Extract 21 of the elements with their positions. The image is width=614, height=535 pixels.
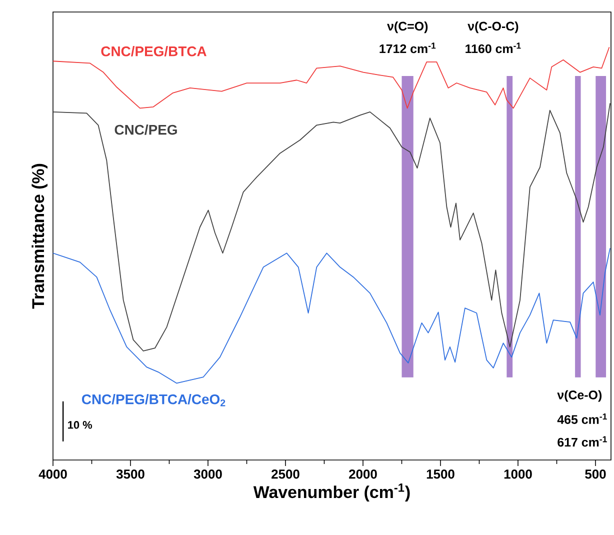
- annotation: 1160 cm$^{-1}$: [466, 42, 521, 54]
- annotation: 617 cm$^{-1}$: [558, 436, 607, 447]
- series-label: CNC/PEG: [114, 124, 177, 135]
- x-tick-label: 1000: [504, 470, 532, 479]
- x-tick-label: 3000: [194, 470, 222, 479]
- annotation: 1712 cm$^{-1}$: [380, 42, 436, 54]
- x-tick-label: 4000: [38, 470, 67, 479]
- x-tick-label: 3500: [116, 470, 144, 479]
- annotation: 465 cm$^{-1}$: [557, 413, 607, 424]
- text: ν(C=O): [387, 21, 428, 34]
- series-label: CNC/PEG/BTCA/CeO$_{2}$: [82, 394, 226, 406]
- text: ν(C-O-C): [468, 21, 518, 34]
- x-tick-label: 500: [585, 470, 606, 479]
- series-label: CNC/PEG/BTCA: [101, 46, 206, 56]
- y-axis-title: Transmittance (%): [32, 164, 48, 309]
- x-tick-label: 2000: [349, 470, 377, 479]
- x-tick-label: 1500: [426, 470, 454, 479]
- annotation: 10 %: [68, 421, 92, 429]
- x-axis-title: Wavenumber (cm$^{-1}$): [253, 484, 410, 502]
- annotation: ν(Ce-O): [557, 390, 602, 402]
- x-tick-label: 2500: [272, 470, 300, 479]
